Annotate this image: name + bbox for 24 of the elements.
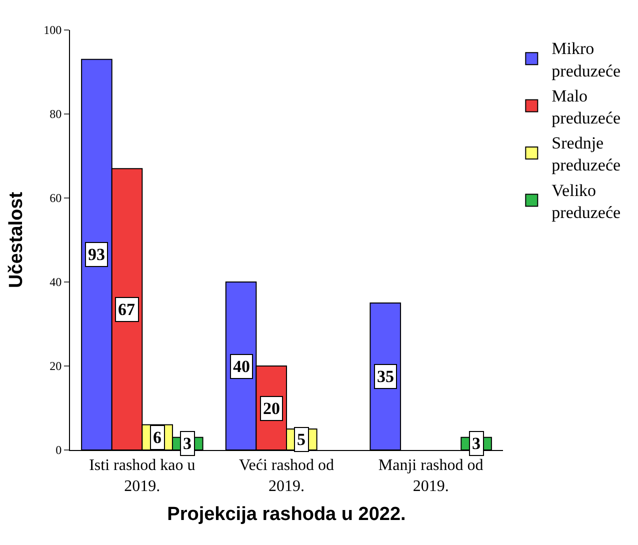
- y-tick-label: 0: [56, 443, 62, 458]
- x-tick-label: Veći rashod od 2019.: [238, 457, 334, 495]
- y-axis-title: Učestalost: [6, 191, 27, 288]
- data-label: 67: [118, 300, 136, 319]
- data-label: 20: [263, 399, 280, 418]
- y-tick-label: 100: [44, 23, 62, 38]
- data-label: 5: [297, 430, 306, 449]
- y-tick-label: 40: [50, 275, 62, 290]
- data-label: 93: [88, 245, 105, 264]
- y-tick-label: 20: [50, 359, 62, 374]
- legend-label: Malo preduzeće: [552, 86, 621, 128]
- data-label: 35: [377, 367, 394, 386]
- legend-label: Mikro preduzeće: [552, 39, 621, 80]
- x-tick-label: Manji rashod od 2019.: [378, 457, 484, 495]
- y-tick-label: 80: [50, 107, 62, 122]
- legend-label: Veliko preduzeće: [552, 180, 621, 222]
- data-label: 40: [233, 357, 250, 376]
- data-label: 3: [183, 434, 192, 453]
- legend-label: Srednje preduzeće: [552, 134, 621, 175]
- x-axis-title: Projekcija rashoda u 2022.: [167, 504, 406, 525]
- x-tick-label: Isti rashod kao u 2019.: [89, 457, 196, 495]
- y-tick-label: 60: [50, 191, 62, 206]
- data-label: 6: [153, 428, 162, 447]
- data-label: 3: [472, 434, 480, 453]
